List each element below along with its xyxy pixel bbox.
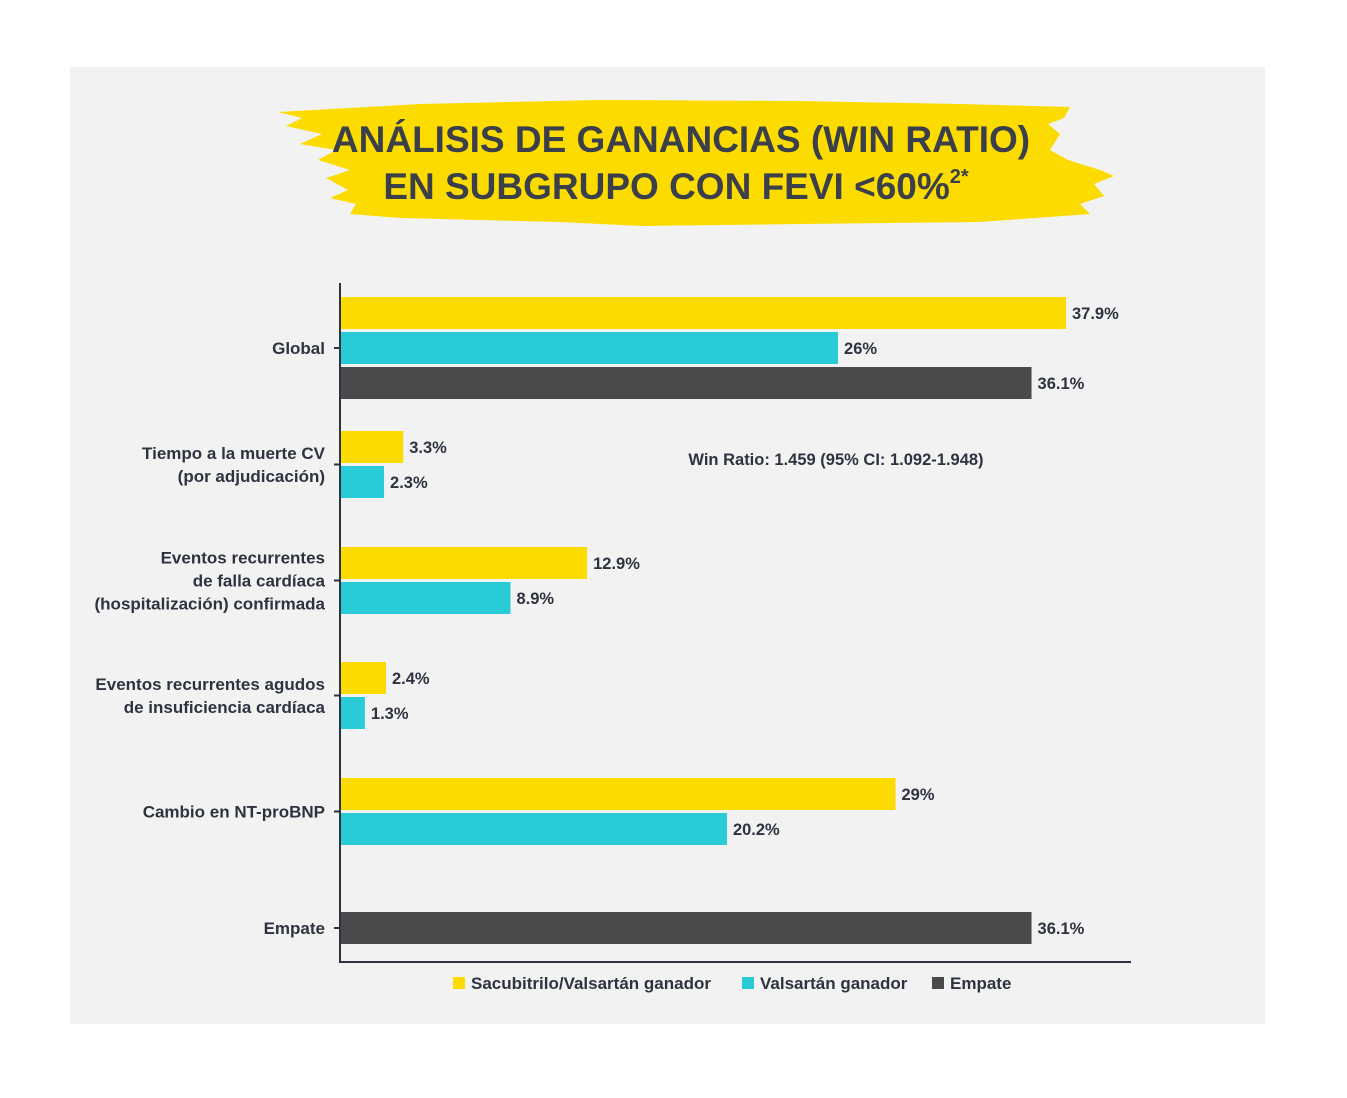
bar-global-series-2	[340, 367, 1032, 399]
category-label-eventos-agudos-insuficiencia-line-1: de insuficiencia cardíaca	[124, 698, 326, 717]
chart-title-superscript: 2*	[950, 166, 969, 188]
category-label-eventos-falla-cardiaca-line-0: Eventos recurrentes	[161, 549, 325, 568]
category-label-global-line-0: Global	[272, 339, 325, 358]
category-label-empate-line-0: Empate	[264, 919, 325, 938]
legend-label-2: Empate	[950, 974, 1011, 993]
win-ratio-annotation: Win Ratio: 1.459 (95% CI: 1.092-1.948)	[688, 451, 983, 469]
category-label-tiempo-muerte-cv-line-0: Tiempo a la muerte CV	[142, 444, 326, 463]
bar-eventos-falla-cardiaca-series-0	[340, 547, 588, 579]
chart-title-line-1: ANÁLISIS DE GANANCIAS (WIN RATIO)	[332, 119, 1030, 160]
chart-panel	[70, 67, 1265, 1024]
category-label-eventos-agudos-insuficiencia-line-0: Eventos recurrentes agudos	[95, 675, 325, 694]
bar-eventos-agudos-insuficiencia-series-1	[340, 697, 365, 729]
value-label-eventos-agudos-insuficiencia-series-0: 2.4%	[392, 670, 430, 688]
value-label-cambio-nt-probnp-series-1: 20.2%	[733, 821, 780, 839]
bar-eventos-agudos-insuficiencia-series-0	[340, 662, 386, 694]
bar-cambio-nt-probnp-series-0	[340, 778, 896, 810]
bar-cambio-nt-probnp-series-1	[340, 813, 727, 845]
value-label-global-series-0: 37.9%	[1072, 305, 1119, 323]
bars-layer: 37.9% 26% 36.1% 3.3% 2.3% 12.9% 8.9% 2.4% 1.3% 29…	[340, 297, 1119, 944]
value-label-cambio-nt-probnp-series-0: 29%	[902, 786, 935, 804]
category-label-eventos-falla-cardiaca-line-2: (hospitalización) confirmada	[95, 595, 326, 614]
value-label-eventos-falla-cardiaca-series-1: 8.9%	[516, 590, 554, 608]
value-label-eventos-falla-cardiaca-series-0: 12.9%	[593, 555, 640, 573]
legend-swatch-1	[742, 977, 754, 989]
bar-tiempo-muerte-cv-series-1	[340, 466, 385, 498]
category-label-cambio-nt-probnp-line-0: Cambio en NT-proBNP	[143, 803, 325, 822]
legend-label-1: Valsartán ganador	[760, 974, 908, 993]
chart-title-line-2: EN SUBGRUPO CON FEVI <60%2*	[383, 166, 969, 207]
legend-label-0: Sacubitrilo/Valsartán ganador	[471, 974, 711, 993]
value-label-global-series-1: 26%	[844, 340, 877, 358]
bar-eventos-falla-cardiaca-series-1	[340, 582, 511, 614]
bar-tiempo-muerte-cv-series-0	[340, 431, 404, 463]
bar-global-series-1	[340, 332, 839, 364]
bar-global-series-0	[340, 297, 1066, 329]
legend-swatch-2	[932, 977, 944, 989]
bar-empate-series-2	[340, 912, 1032, 944]
value-label-tiempo-muerte-cv-series-1: 2.3%	[390, 474, 428, 492]
title-highlight	[278, 100, 1114, 226]
category-labels-layer: Global Tiempo a la muerte CV (por adjudica…	[95, 339, 326, 938]
category-label-eventos-falla-cardiaca-line-1: de falla cardíaca	[193, 572, 326, 591]
category-label-tiempo-muerte-cv-line-1: (por adjudicación)	[178, 467, 325, 486]
value-label-eventos-agudos-insuficiencia-series-1: 1.3%	[371, 705, 409, 723]
category-ticks-layer	[334, 347, 340, 929]
value-label-tiempo-muerte-cv-series-0: 3.3%	[409, 439, 447, 457]
legend-swatch-0	[453, 977, 465, 989]
value-label-empate-series-2: 36.1%	[1038, 920, 1085, 938]
chart-title-line-2-main: EN SUBGRUPO CON FEVI <60%	[383, 166, 949, 207]
legend: Sacubitrilo/Valsartán ganador Valsartán g…	[453, 974, 1011, 993]
value-label-global-series-2: 36.1%	[1038, 375, 1085, 393]
